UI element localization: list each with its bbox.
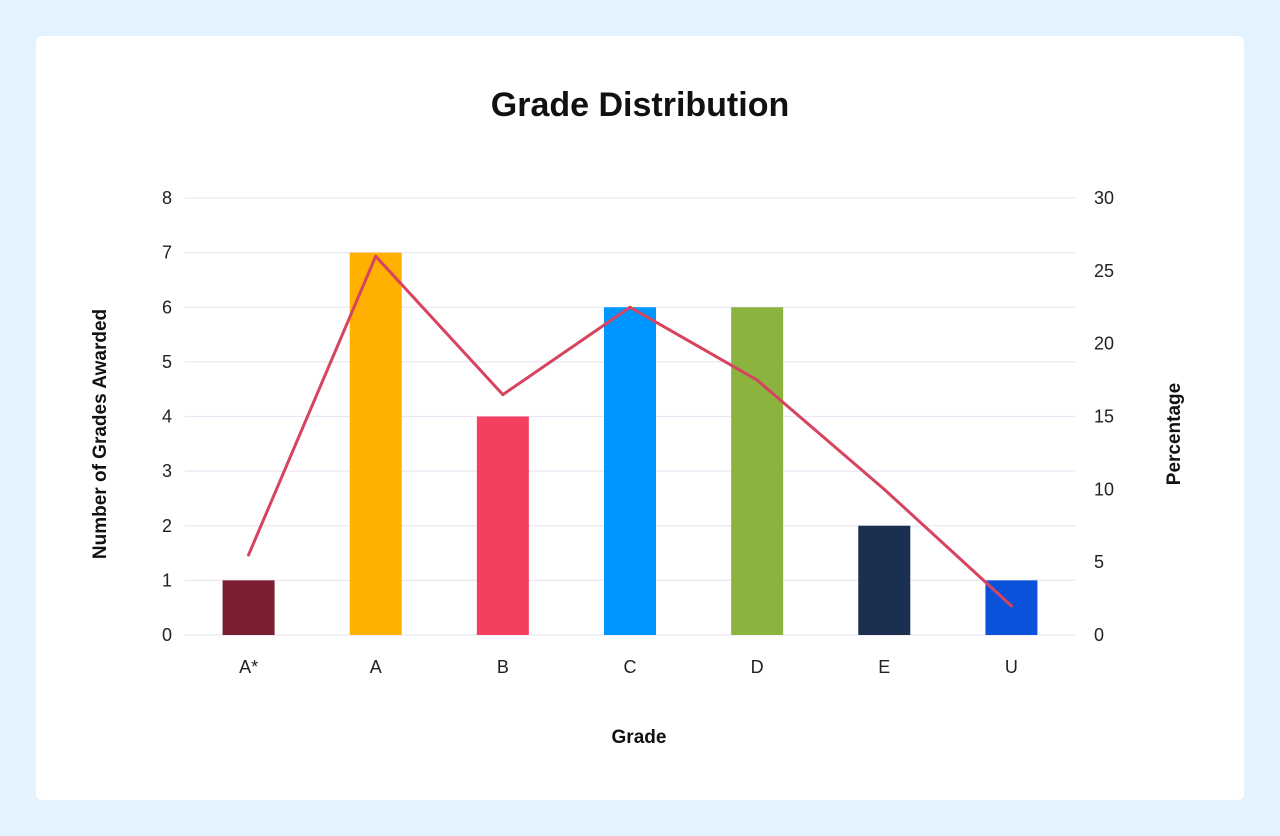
x-axis-tick-label: E bbox=[878, 657, 890, 677]
right-axis-tick-label: 0 bbox=[1094, 625, 1104, 645]
left-axis-tick-label: 8 bbox=[162, 188, 172, 208]
left-axis-tick-label: 4 bbox=[162, 407, 172, 427]
line-point-C bbox=[628, 305, 632, 309]
x-axis-tick-label: U bbox=[1005, 657, 1018, 677]
bar-D bbox=[731, 307, 784, 635]
line-point-B bbox=[501, 393, 505, 397]
right-axis-tick-label: 25 bbox=[1094, 261, 1114, 281]
left-axis-ticks: 0 1 2 3 4 5 6 7 8 bbox=[162, 188, 172, 645]
bar-A* bbox=[222, 580, 275, 635]
line-point-D bbox=[755, 378, 759, 382]
x-axis-title: Grade bbox=[612, 727, 667, 748]
left-axis-tick-label: 1 bbox=[162, 570, 172, 590]
right-axis-tick-label: 10 bbox=[1094, 479, 1114, 499]
left-axis-title: Number of Grades Awarded bbox=[90, 309, 111, 559]
bar-C bbox=[604, 307, 656, 635]
bar-series bbox=[222, 252, 1038, 635]
right-axis-tick-label: 30 bbox=[1094, 188, 1114, 208]
left-axis-tick-label: 3 bbox=[162, 461, 172, 481]
line-series bbox=[247, 254, 1013, 608]
bar-E bbox=[858, 525, 911, 635]
left-axis-tick-label: 0 bbox=[162, 625, 172, 645]
chart-title: Grade Distribution bbox=[490, 86, 790, 124]
bar-B bbox=[476, 416, 529, 635]
right-axis-tick-label: 5 bbox=[1094, 552, 1104, 572]
x-axis-tick-label: D bbox=[751, 657, 764, 677]
line-point-A* bbox=[247, 553, 251, 557]
x-axis-tick-label: A bbox=[370, 657, 382, 677]
right-axis-ticks: 0 5 10 15 20 25 30 bbox=[1094, 188, 1114, 645]
right-axis-title: Percentage bbox=[1164, 383, 1185, 485]
left-axis-tick-label: 7 bbox=[162, 243, 172, 263]
left-axis-tick-label: 6 bbox=[162, 297, 172, 317]
left-axis-tick-label: 2 bbox=[162, 516, 172, 536]
x-axis-tick-label: C bbox=[624, 657, 637, 677]
left-axis-tick-label: 5 bbox=[162, 352, 172, 372]
right-axis-tick-label: 15 bbox=[1094, 407, 1114, 427]
right-axis-tick-label: 20 bbox=[1094, 334, 1114, 354]
x-axis-tick-label: B bbox=[497, 657, 509, 677]
line-point-A bbox=[374, 254, 378, 258]
x-axis-ticks: A* A B C D E U bbox=[239, 657, 1018, 677]
x-axis-tick-label: A* bbox=[239, 657, 258, 677]
bar-A bbox=[349, 252, 402, 635]
line-point-U bbox=[1009, 604, 1013, 608]
line-point-E bbox=[882, 487, 886, 491]
